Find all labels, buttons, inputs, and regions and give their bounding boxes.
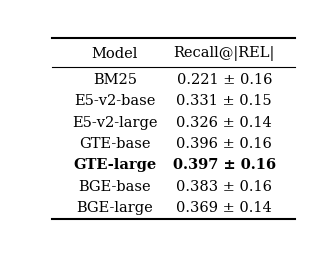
Text: BGE-base: BGE-base <box>79 180 151 194</box>
Text: GTE-base: GTE-base <box>79 137 151 151</box>
Text: GTE-large: GTE-large <box>73 158 157 172</box>
Text: 0.331 ± 0.15: 0.331 ± 0.15 <box>176 94 272 108</box>
Text: E5-v2-large: E5-v2-large <box>72 116 158 130</box>
Text: 0.383 ± 0.16: 0.383 ± 0.16 <box>176 180 272 194</box>
Text: 0.221 ± 0.16: 0.221 ± 0.16 <box>176 73 272 87</box>
Text: 0.326 ± 0.14: 0.326 ± 0.14 <box>176 116 272 130</box>
Text: Recall@|REL|: Recall@|REL| <box>174 46 275 61</box>
Text: E5-v2-base: E5-v2-base <box>74 94 156 108</box>
Text: 0.396 ± 0.16: 0.396 ± 0.16 <box>176 137 272 151</box>
Text: 0.397 ± 0.16: 0.397 ± 0.16 <box>173 158 276 172</box>
Text: BGE-large: BGE-large <box>77 201 153 215</box>
Text: 0.369 ± 0.14: 0.369 ± 0.14 <box>176 201 272 215</box>
Text: Model: Model <box>92 47 138 61</box>
Text: BM25: BM25 <box>93 73 137 87</box>
